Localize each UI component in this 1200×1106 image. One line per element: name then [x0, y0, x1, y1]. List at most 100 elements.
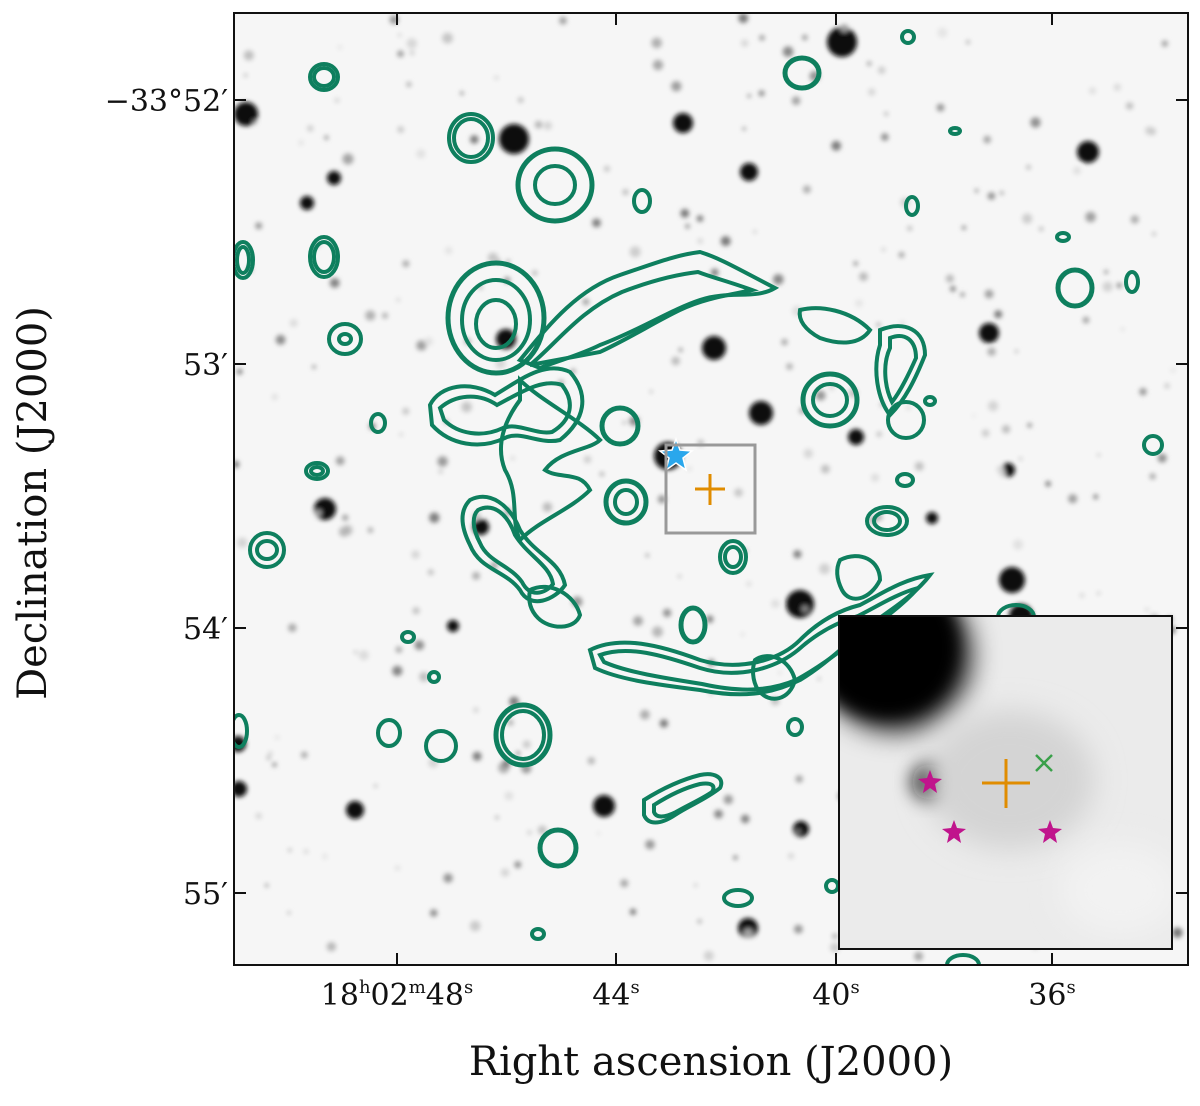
star	[236, 368, 243, 375]
star	[974, 189, 979, 193]
star	[720, 236, 731, 247]
star	[516, 751, 521, 756]
star	[237, 537, 248, 548]
star	[252, 119, 257, 125]
star	[1093, 494, 1099, 500]
star	[629, 246, 641, 258]
radio-contours	[234, 29, 1164, 965]
star	[537, 825, 547, 835]
star	[402, 407, 410, 415]
star	[817, 677, 821, 681]
star	[1116, 282, 1123, 289]
star	[723, 794, 733, 805]
star	[373, 784, 378, 788]
star	[411, 550, 420, 559]
star	[398, 33, 402, 37]
star	[504, 791, 514, 801]
star	[786, 590, 814, 618]
star	[1097, 453, 1101, 457]
star	[793, 550, 802, 559]
star	[703, 950, 714, 961]
star	[771, 599, 780, 608]
star	[866, 61, 872, 66]
star	[662, 608, 672, 618]
star	[496, 329, 516, 349]
star	[1002, 425, 1011, 434]
star	[983, 135, 991, 144]
star	[1149, 473, 1156, 480]
star	[831, 140, 842, 151]
star	[597, 831, 601, 836]
star	[961, 225, 967, 230]
star	[696, 215, 704, 222]
star	[314, 498, 336, 520]
star	[740, 39, 749, 47]
star	[620, 879, 629, 888]
star	[749, 401, 773, 425]
star	[937, 27, 948, 38]
star	[972, 414, 976, 418]
star	[803, 448, 813, 459]
inset-panel	[838, 615, 1173, 950]
star	[871, 473, 880, 482]
star	[687, 466, 692, 471]
star	[987, 192, 996, 200]
star	[495, 815, 499, 820]
star	[234, 102, 258, 126]
star	[853, 261, 858, 266]
star	[697, 919, 702, 924]
star	[354, 650, 358, 654]
star	[335, 456, 345, 466]
star	[587, 757, 595, 765]
star	[517, 97, 524, 103]
star	[416, 340, 427, 351]
star	[652, 626, 663, 638]
star	[414, 640, 425, 651]
ra-tick-1: 44s	[592, 977, 639, 1013]
star	[876, 431, 882, 438]
star	[710, 268, 719, 277]
magenta-star-3	[1038, 820, 1062, 843]
star	[266, 755, 271, 761]
star	[945, 274, 955, 283]
star	[994, 310, 1003, 319]
star	[412, 607, 420, 615]
dec-tick-1: 53′	[183, 348, 228, 383]
star	[234, 460, 240, 468]
star	[274, 735, 280, 740]
star	[1077, 141, 1099, 163]
star	[268, 751, 273, 756]
star	[743, 928, 754, 939]
star	[406, 38, 417, 49]
orange-cross-marker	[695, 474, 725, 505]
star	[298, 139, 304, 146]
star	[987, 347, 996, 356]
star	[289, 319, 298, 328]
star	[447, 620, 459, 632]
star	[1088, 87, 1097, 95]
star	[999, 567, 1025, 593]
star	[906, 405, 911, 410]
green-x-marker	[1035, 754, 1053, 772]
star	[399, 432, 404, 437]
star	[396, 298, 401, 302]
star	[759, 35, 765, 41]
star	[255, 812, 262, 820]
star	[859, 272, 868, 281]
star	[287, 911, 291, 915]
magenta-star-1	[918, 770, 942, 793]
star	[326, 942, 337, 952]
star	[673, 113, 693, 133]
star	[543, 121, 552, 130]
plot-frame	[233, 12, 1189, 966]
star	[392, 665, 403, 677]
star	[1097, 591, 1101, 595]
star	[303, 849, 309, 854]
zoom-box	[664, 443, 757, 535]
star	[312, 365, 316, 369]
star	[507, 719, 514, 726]
star	[705, 615, 714, 623]
star	[243, 73, 248, 78]
star	[532, 270, 538, 276]
